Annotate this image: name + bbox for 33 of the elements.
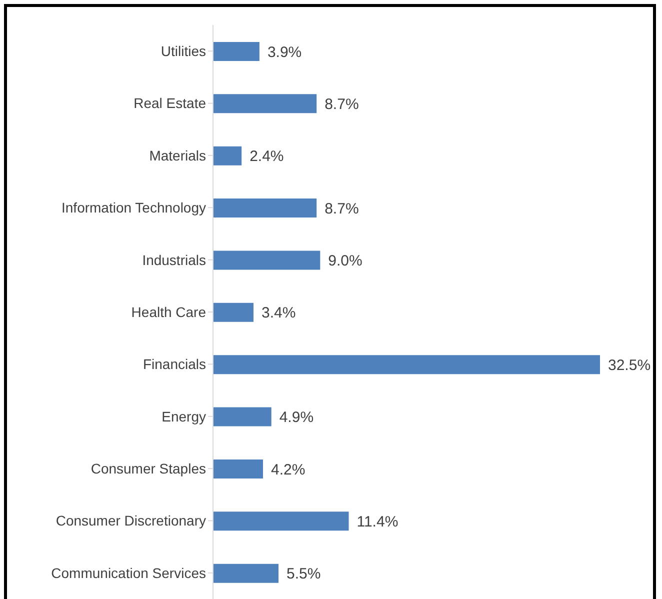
bar bbox=[213, 302, 254, 322]
bar bbox=[213, 512, 349, 531]
data-label: 2.4% bbox=[250, 148, 284, 166]
data-label: 3.9% bbox=[267, 44, 302, 61]
bar bbox=[213, 94, 317, 114]
bar bbox=[213, 42, 260, 61]
bar bbox=[213, 355, 600, 374]
y-tick-label: Health Care bbox=[131, 304, 206, 320]
bar bbox=[213, 198, 317, 218]
data-label: 9.0% bbox=[328, 252, 362, 270]
bar bbox=[213, 459, 264, 478]
y-tick-label: Materials bbox=[149, 147, 206, 164]
y-tick-label: Financials bbox=[142, 356, 206, 372]
data-label: 3.4% bbox=[261, 304, 296, 322]
y-tick-label: Utilities bbox=[160, 43, 206, 60]
data-label: 11.4% bbox=[356, 513, 398, 530]
bar bbox=[213, 564, 278, 583]
data-label: 8.7% bbox=[324, 96, 359, 114]
y-tick-label: Consumer Staples bbox=[90, 460, 206, 477]
y-tick-label: Communication Services bbox=[51, 564, 206, 581]
bar bbox=[213, 407, 272, 426]
bar bbox=[213, 250, 320, 270]
bar bbox=[213, 146, 242, 166]
y-tick-label: Consumer Discretionary bbox=[56, 512, 206, 529]
data-label: 8.7% bbox=[324, 200, 359, 218]
data-label: 4.9% bbox=[279, 409, 314, 426]
y-tick-label: Real Estate bbox=[134, 95, 206, 112]
data-label: 32.5% bbox=[608, 356, 651, 374]
y-tick-label: Industrials bbox=[142, 252, 206, 268]
y-tick-label: Information Technology bbox=[62, 200, 206, 216]
data-label: 4.2% bbox=[271, 461, 306, 478]
data-label: 5.5% bbox=[286, 566, 321, 583]
y-tick-label: Energy bbox=[162, 408, 206, 424]
